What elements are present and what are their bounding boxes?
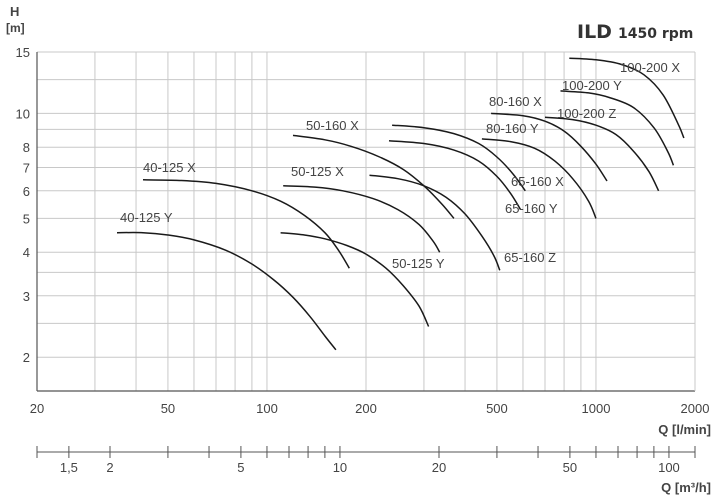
y-axis-label: H <box>10 4 19 19</box>
curve-100-200-y <box>560 90 675 166</box>
x-tick-label: 100 <box>256 401 278 416</box>
series-label: 50-125 X <box>291 164 344 179</box>
curve-40-125-y <box>116 231 337 351</box>
x-tick-label: 200 <box>355 401 377 416</box>
series-label: 100-200 Y <box>562 78 622 93</box>
series-label: 50-125 Y <box>392 256 445 271</box>
series-label: 100-200 Z <box>557 106 616 121</box>
series-label: 80-160 X <box>489 94 542 109</box>
y-tick-label: 15 <box>16 45 30 60</box>
series-label: 65-160 Y <box>505 201 558 216</box>
y-tick-label: 3 <box>23 289 30 304</box>
curves <box>116 57 685 351</box>
curve-50-125-x <box>283 185 441 253</box>
y-tick-label: 10 <box>16 106 30 121</box>
y-axis-unit: [m] <box>6 21 25 35</box>
x-tick-label: 500 <box>486 401 508 416</box>
x2-tick-label: 20 <box>432 460 446 475</box>
curve-labels: 40-125 Y 40-125 X 50-125 Y 50-125 X 50-160 X… <box>120 60 680 271</box>
chart-subtitle: 1450 rpm <box>618 26 693 42</box>
curve-80-160-y <box>481 138 597 219</box>
curve-80-160-x <box>491 112 608 182</box>
x2-tick-label: 1,5 <box>60 460 78 475</box>
y-tick-label: 4 <box>23 245 30 260</box>
x2-tick-label: 50 <box>563 460 577 475</box>
x-tick-label: 1000 <box>582 401 611 416</box>
curve-40-125-x <box>142 179 350 269</box>
curve-100-200-z <box>544 116 660 192</box>
x-tick-label: 50 <box>161 401 175 416</box>
y-tick-label: 5 <box>23 211 30 226</box>
series-label: 65-160 X <box>511 174 564 189</box>
x2-tick-label: 10 <box>333 460 347 475</box>
y-tick-label: 8 <box>23 140 30 155</box>
series-label: 80-160 Y <box>486 121 539 136</box>
x2-axis-label: Q [m³/h] <box>661 480 711 495</box>
x2-tick-label: 2 <box>106 460 113 475</box>
y-tick-label: 6 <box>23 184 30 199</box>
x-tick-label: 2000 <box>681 401 710 416</box>
x2-tick-label: 100 <box>658 460 680 475</box>
curve-65-160-y <box>388 139 522 210</box>
axes: 2 3 4 5 6 7 8 10 15 20 50 100 200 500 1000 2000 1,5 2 5 10 2… <box>16 45 710 475</box>
x-axis-label: Q [l/min] <box>658 422 711 437</box>
y-tick-label: 7 <box>23 160 30 175</box>
curve-65-160-z <box>369 174 501 271</box>
curve-65-160-x <box>392 124 526 192</box>
grid <box>37 51 696 391</box>
chart-title: ILD <box>577 21 612 43</box>
series-label: 65-160 Z <box>504 250 556 265</box>
series-label: 40-125 X <box>143 160 196 175</box>
y-tick-label: 2 <box>23 350 30 365</box>
curve-100-200-x <box>569 57 685 139</box>
x2-tick-label: 5 <box>237 460 244 475</box>
series-label: 50-160 X <box>306 118 359 133</box>
series-label: 40-125 Y <box>120 210 173 225</box>
x-tick-label: 20 <box>30 401 44 416</box>
curve-50-160-x <box>292 134 455 219</box>
series-label: 100-200 X <box>620 60 680 75</box>
curve-50-125-y <box>280 231 430 327</box>
